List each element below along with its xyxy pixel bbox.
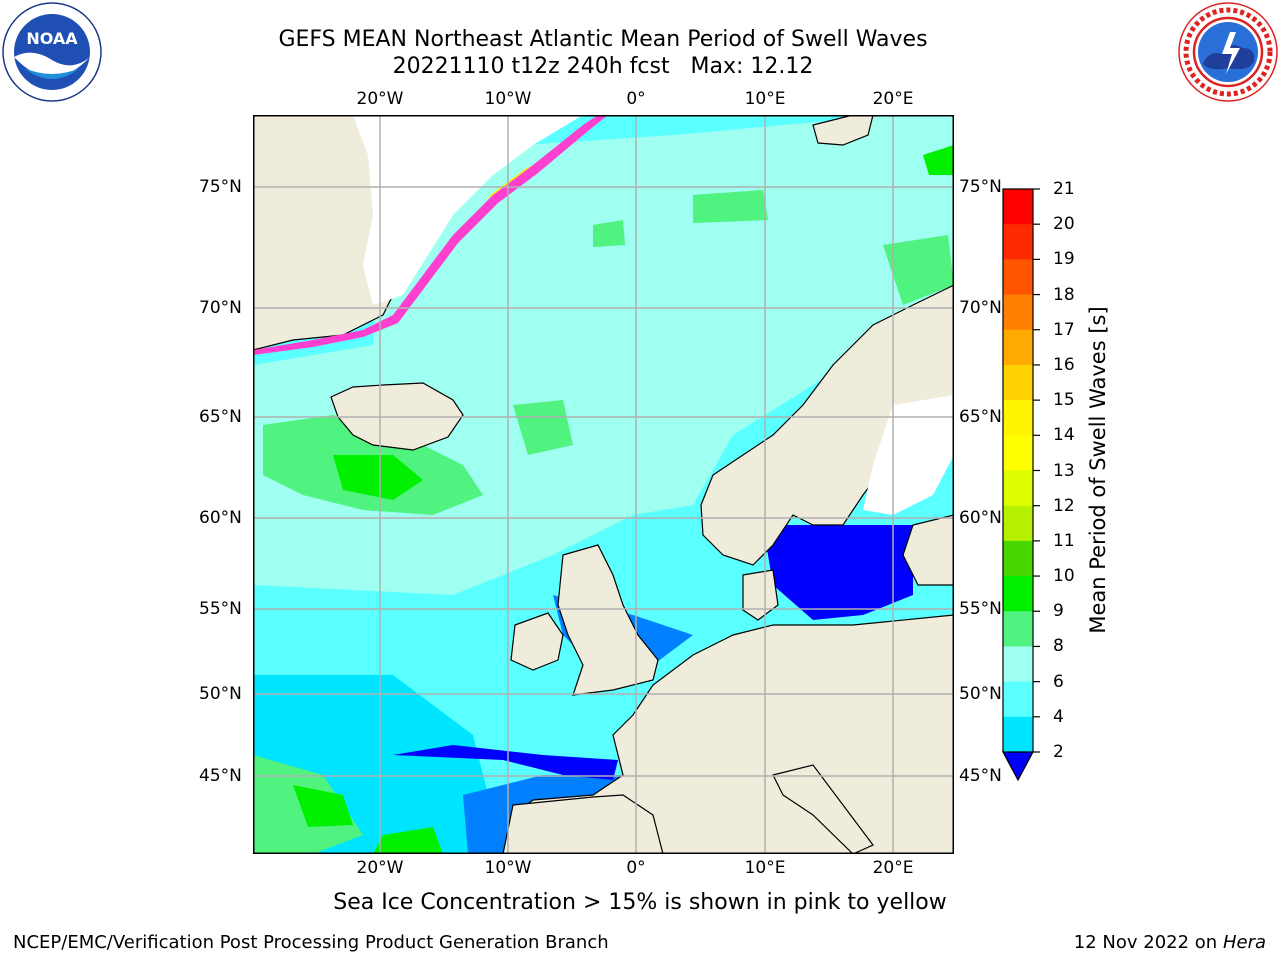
swell-below-2s-biscay — [393, 745, 618, 780]
colorbar-label: 8 — [1053, 636, 1064, 657]
lat-tick-left: 60°N — [199, 508, 242, 528]
italy-land — [772, 764, 874, 854]
colorbar-cell — [1003, 329, 1033, 366]
swell-below-2s-baltic — [763, 525, 913, 620]
colorbar-cell — [1003, 400, 1033, 436]
denmark-land — [742, 569, 779, 621]
lat-tick-left: 70°N — [199, 298, 242, 318]
colorbar-cell — [1003, 611, 1033, 647]
colorbar-label: 17 — [1053, 319, 1075, 340]
swell-9-10s-patch — [883, 235, 954, 305]
great-britain-land — [557, 544, 659, 696]
lat-tick-right: 55°N — [959, 599, 1002, 619]
colorbar-label: 15 — [1053, 390, 1075, 411]
swell-10-11s-southwest — [293, 785, 353, 827]
sea-ice-yellow — [485, 165, 533, 199]
swell-9-10s-patch — [593, 220, 625, 247]
lon-tick-bottom: 10°W — [484, 858, 532, 878]
lon-tick-top: 0° — [626, 89, 646, 109]
lat-tick-left: 65°N — [199, 407, 242, 427]
lon-tick-top: 10°W — [484, 89, 532, 109]
finland-land — [902, 514, 954, 586]
lat-tick-left: 75°N — [199, 177, 242, 197]
colorbar-cell — [1003, 646, 1033, 683]
lon-tick-top: 20°W — [356, 89, 404, 109]
nws-logo — [1178, 2, 1278, 102]
lat-tick-left: 45°N — [199, 766, 242, 786]
colorbar-cell — [1003, 259, 1033, 296]
lat-tick-right: 60°N — [959, 508, 1002, 528]
map-title: GEFS MEAN Northeast Atlantic Mean Period… — [278, 27, 928, 52]
lon-tick-bottom: 20°W — [356, 858, 404, 878]
noaa-logo: NOAA — [2, 2, 102, 102]
colorbar-label: 6 — [1053, 671, 1064, 692]
lat-tick-right: 75°N — [959, 177, 1002, 197]
colorbar-cell — [1003, 681, 1033, 718]
lat-tick-right: 70°N — [959, 298, 1002, 318]
colorbar — [1001, 188, 1040, 782]
colorbar-title: Mean Period of Swell Waves [s] — [1086, 306, 1110, 634]
lat-tick-left: 55°N — [199, 599, 242, 619]
colorbar-cell — [1003, 505, 1033, 542]
swell-9-10s-patch — [693, 190, 768, 223]
colorbar-label: 2 — [1053, 742, 1064, 762]
colorbar-label: 11 — [1053, 530, 1075, 551]
colorbar-label: 12 — [1053, 495, 1075, 516]
lon-tick-top: 20°E — [872, 89, 914, 109]
colorbar-label: 9 — [1053, 601, 1064, 622]
footer-date: 12 Nov 2022 on Hera — [1074, 932, 1266, 954]
colorbar-label: 4 — [1053, 706, 1064, 727]
svg-text:NOAA: NOAA — [26, 29, 78, 48]
lon-tick-top: 10°E — [744, 89, 786, 109]
lat-tick-right: 45°N — [959, 766, 1002, 786]
colorbar-label: 16 — [1053, 354, 1075, 375]
svalbard-land — [812, 115, 874, 146]
sea-ice-note: Sea Ice Concentration > 15% is shown in … — [0, 890, 1280, 916]
colorbar-label: 19 — [1053, 249, 1075, 270]
swell-9-10s-patch — [513, 400, 573, 455]
colorbar-cell — [1003, 716, 1033, 753]
bothnia-no-data — [863, 395, 954, 515]
sea-ice-note-text: Sea Ice Concentration > 15% is shown in … — [333, 890, 947, 915]
lat-tick-left: 50°N — [199, 684, 242, 704]
colorbar-cell — [1003, 224, 1033, 260]
swell-10-11s-iceland — [333, 455, 423, 500]
colorbar-label: 21 — [1053, 179, 1075, 199]
map-frame — [253, 115, 954, 854]
colorbar-cell — [1003, 576, 1033, 612]
swell-period-map — [253, 115, 954, 854]
colorbar-cell — [1003, 540, 1033, 577]
iberia-land — [502, 794, 664, 854]
lon-tick-bottom: 20°E — [872, 858, 914, 878]
graticule — [253, 115, 954, 854]
colorbar-label: 18 — [1053, 284, 1075, 305]
lat-tick-right: 65°N — [959, 407, 1002, 427]
footer-host: Hera — [1222, 932, 1266, 953]
colorbar-cell — [1003, 294, 1033, 331]
map-subtitle: 20221110 t12z 240h fcst Max: 12.12 — [392, 54, 814, 79]
sea-ice-edge — [253, 115, 608, 355]
colorbar-label: 20 — [1053, 214, 1075, 235]
greenland-ice-cap — [353, 115, 583, 305]
colorbar-cell — [1003, 364, 1033, 401]
lat-tick-right: 50°N — [959, 684, 1002, 704]
colorbar-cell — [1003, 189, 1033, 225]
colorbar-label: 10 — [1053, 566, 1075, 587]
lon-tick-bottom: 10°E — [744, 858, 786, 878]
swell-10-11s-patch — [373, 827, 443, 854]
colorbar-label: 13 — [1053, 460, 1075, 481]
colorbar-cell — [1003, 470, 1033, 507]
footer-credit: NCEP/EMC/Verification Post Processing Pr… — [13, 932, 609, 953]
colorbar-label: 14 — [1053, 425, 1075, 446]
footer-date-text: 12 Nov 2022 on — [1073, 932, 1218, 953]
lon-tick-bottom: 0° — [626, 858, 646, 878]
colorbar-cell — [1003, 435, 1033, 471]
ireland-land — [510, 612, 564, 671]
colorbar-extend-arrow — [1001, 751, 1035, 782]
swell-10-11s-patch — [923, 145, 954, 175]
